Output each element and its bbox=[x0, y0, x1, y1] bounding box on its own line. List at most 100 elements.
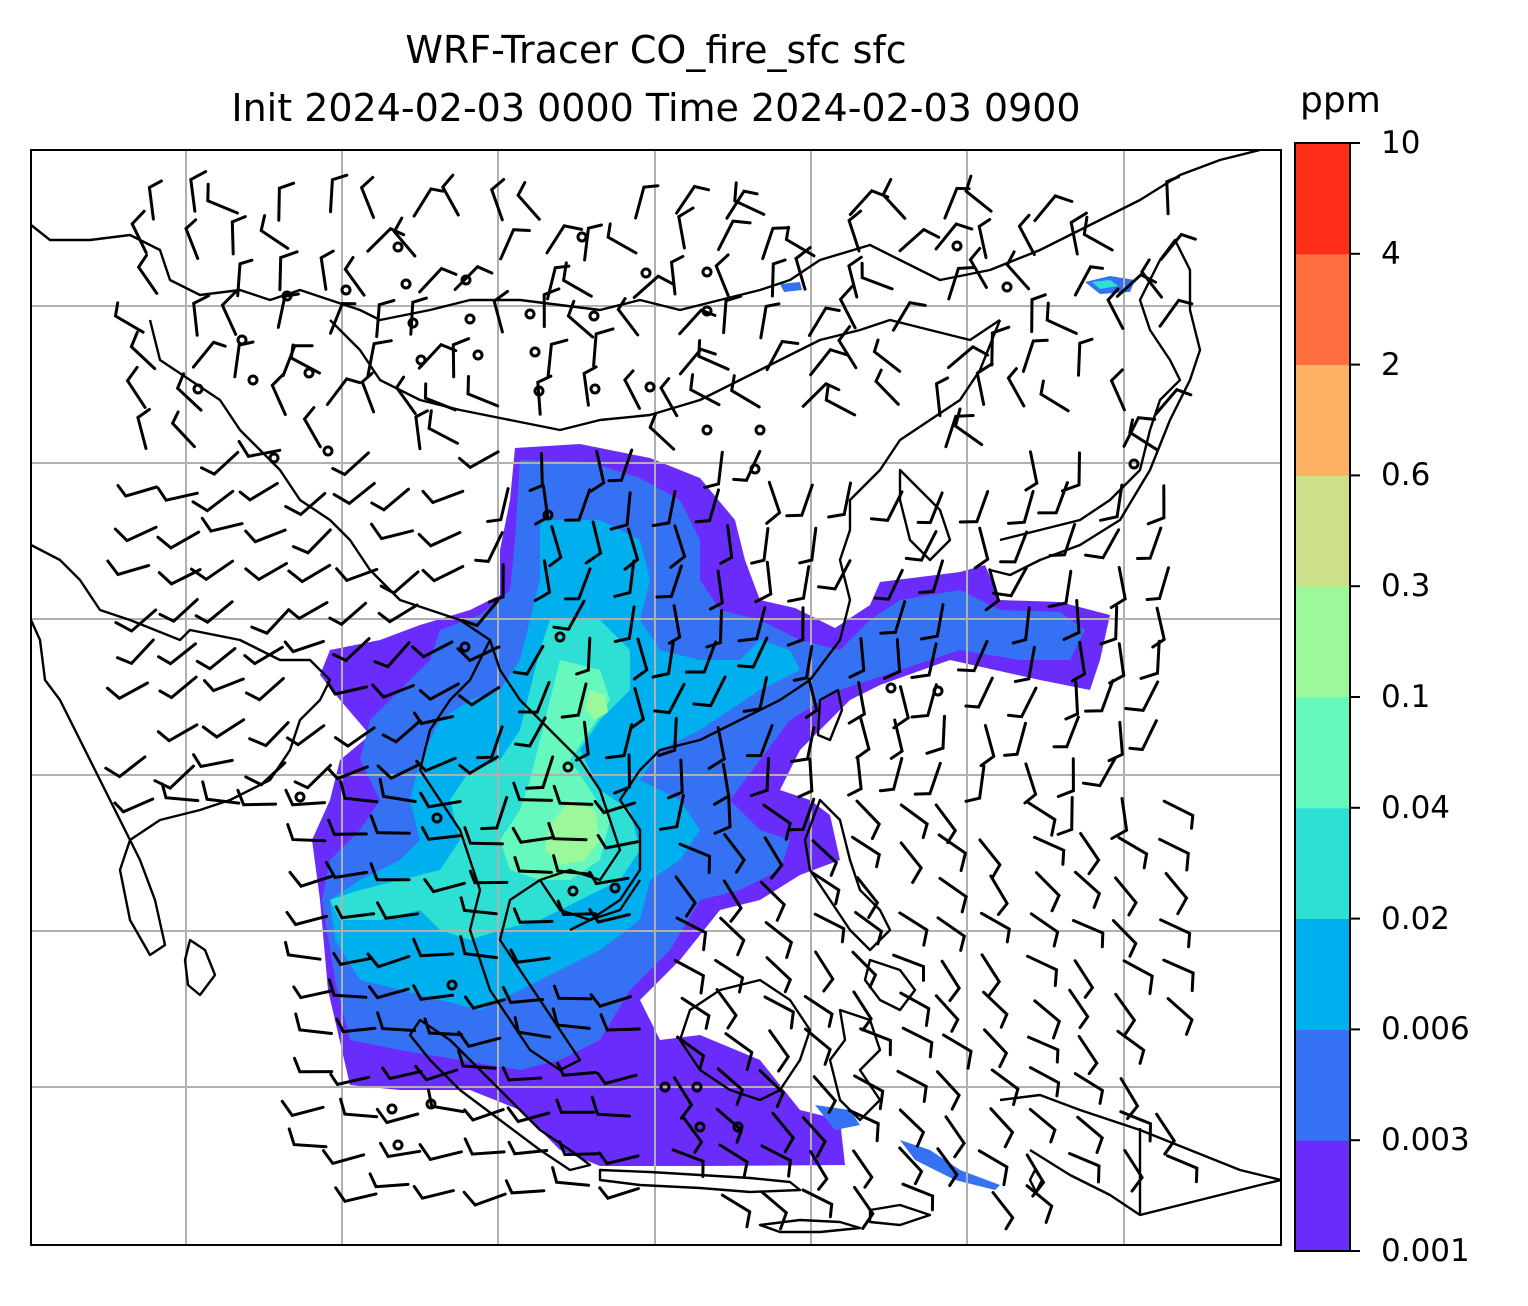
wind-barb bbox=[366, 226, 406, 253]
wind-barb bbox=[376, 901, 420, 920]
wind-barb bbox=[763, 995, 795, 1030]
wind-barb bbox=[720, 1193, 752, 1229]
wind-barb bbox=[737, 636, 769, 669]
wind-barb bbox=[201, 780, 241, 805]
wind-barb bbox=[325, 377, 362, 406]
wind-barb bbox=[116, 484, 159, 498]
calm-wind-marker bbox=[247, 374, 259, 386]
wind-barb bbox=[285, 910, 329, 927]
wind-barb bbox=[623, 527, 640, 571]
colorbar-tick-label: 0.3 bbox=[1381, 568, 1431, 605]
wind-barb bbox=[750, 527, 770, 565]
wind-barb bbox=[476, 725, 504, 760]
wind-barb bbox=[191, 489, 235, 513]
wind-barb bbox=[423, 382, 457, 412]
wind-barb bbox=[259, 214, 290, 250]
wind-barb bbox=[1023, 762, 1038, 805]
colorbar-segment bbox=[1295, 253, 1350, 366]
wind-barb bbox=[801, 382, 841, 408]
wind-barb bbox=[411, 640, 454, 659]
wind-barb bbox=[1030, 293, 1047, 334]
wind-barb bbox=[765, 956, 793, 994]
wind-barb bbox=[556, 899, 598, 917]
wind-barb bbox=[936, 1147, 959, 1187]
wind-barb bbox=[944, 1115, 966, 1159]
wind-barb bbox=[556, 1061, 597, 1077]
wind-barb bbox=[114, 608, 158, 633]
wind-barb bbox=[287, 1127, 328, 1149]
wind-barb bbox=[707, 726, 726, 770]
wind-barb bbox=[466, 375, 500, 408]
wind-barb bbox=[892, 685, 910, 730]
calm-wind-marker bbox=[340, 284, 352, 296]
calm-wind-marker bbox=[588, 310, 600, 322]
wind-barb bbox=[129, 330, 157, 371]
wind-barb bbox=[328, 601, 368, 627]
wind-barb bbox=[1106, 287, 1125, 330]
wind-barb bbox=[613, 605, 636, 643]
wind-barb bbox=[719, 916, 746, 957]
calm-wind-marker bbox=[472, 349, 484, 361]
wind-barb bbox=[934, 376, 950, 418]
wind-barb bbox=[715, 988, 738, 1030]
wind-barb bbox=[339, 1097, 379, 1119]
wind-barb bbox=[418, 682, 460, 702]
wind-barb bbox=[582, 365, 598, 407]
wind-barb bbox=[730, 374, 761, 409]
wind-barb bbox=[153, 764, 195, 790]
wind-barb bbox=[798, 526, 818, 565]
wind-barb bbox=[1077, 337, 1094, 377]
wind-barb bbox=[1006, 367, 1026, 408]
wind-barb bbox=[1146, 484, 1166, 526]
wind-barb bbox=[325, 861, 369, 880]
wind-barb bbox=[802, 1116, 827, 1158]
wind-barb bbox=[613, 559, 636, 598]
wind-barb bbox=[1007, 489, 1035, 525]
wind-barb bbox=[813, 912, 846, 944]
wind-barb bbox=[722, 294, 743, 335]
wind-barb bbox=[1048, 522, 1077, 557]
wind-barb bbox=[106, 559, 151, 577]
wind-barb bbox=[486, 487, 510, 523]
wind-barb bbox=[673, 959, 706, 995]
wind-barb bbox=[1005, 250, 1031, 291]
wind-barb bbox=[378, 777, 417, 803]
wind-barb bbox=[285, 724, 326, 747]
wind-barb bbox=[764, 921, 794, 959]
wind-barb bbox=[332, 952, 374, 966]
wind-barb bbox=[326, 681, 368, 696]
wind-barb bbox=[1025, 1184, 1054, 1224]
calm-wind-marker bbox=[754, 424, 766, 436]
wind-barb bbox=[838, 284, 857, 330]
wind-barb bbox=[990, 1068, 1020, 1107]
wind-barb bbox=[934, 803, 958, 845]
wind-barb bbox=[623, 369, 641, 410]
map-frame bbox=[30, 149, 1282, 1246]
wind-barb bbox=[716, 1067, 745, 1106]
wind-barb bbox=[464, 995, 506, 1010]
wind-barb bbox=[765, 339, 800, 372]
wind-barb bbox=[1064, 680, 1080, 721]
wind-barb bbox=[1033, 835, 1066, 866]
wind-barb bbox=[1068, 1152, 1101, 1184]
wind-barb bbox=[901, 1026, 934, 1059]
wind-barb bbox=[1155, 1112, 1177, 1156]
wind-barb bbox=[964, 174, 993, 213]
wind-barb bbox=[335, 1017, 377, 1034]
wind-barb bbox=[1073, 959, 1095, 999]
wind-barb bbox=[507, 1140, 549, 1156]
wind-barb bbox=[427, 1088, 465, 1114]
wind-barb bbox=[824, 384, 857, 417]
wind-barb bbox=[238, 481, 279, 502]
wind-barb bbox=[860, 261, 894, 291]
wind-barb bbox=[136, 407, 151, 450]
coastline-new-guinea-south bbox=[1029, 1148, 1281, 1217]
wind-barb bbox=[1154, 387, 1193, 416]
wind-barb bbox=[653, 682, 686, 715]
wind-barb bbox=[745, 724, 774, 758]
wind-barb bbox=[552, 854, 592, 876]
wind-barb bbox=[847, 255, 863, 299]
calm-wind-marker bbox=[609, 882, 621, 894]
calm-wind-marker bbox=[562, 761, 574, 773]
wind-barb bbox=[468, 869, 509, 885]
